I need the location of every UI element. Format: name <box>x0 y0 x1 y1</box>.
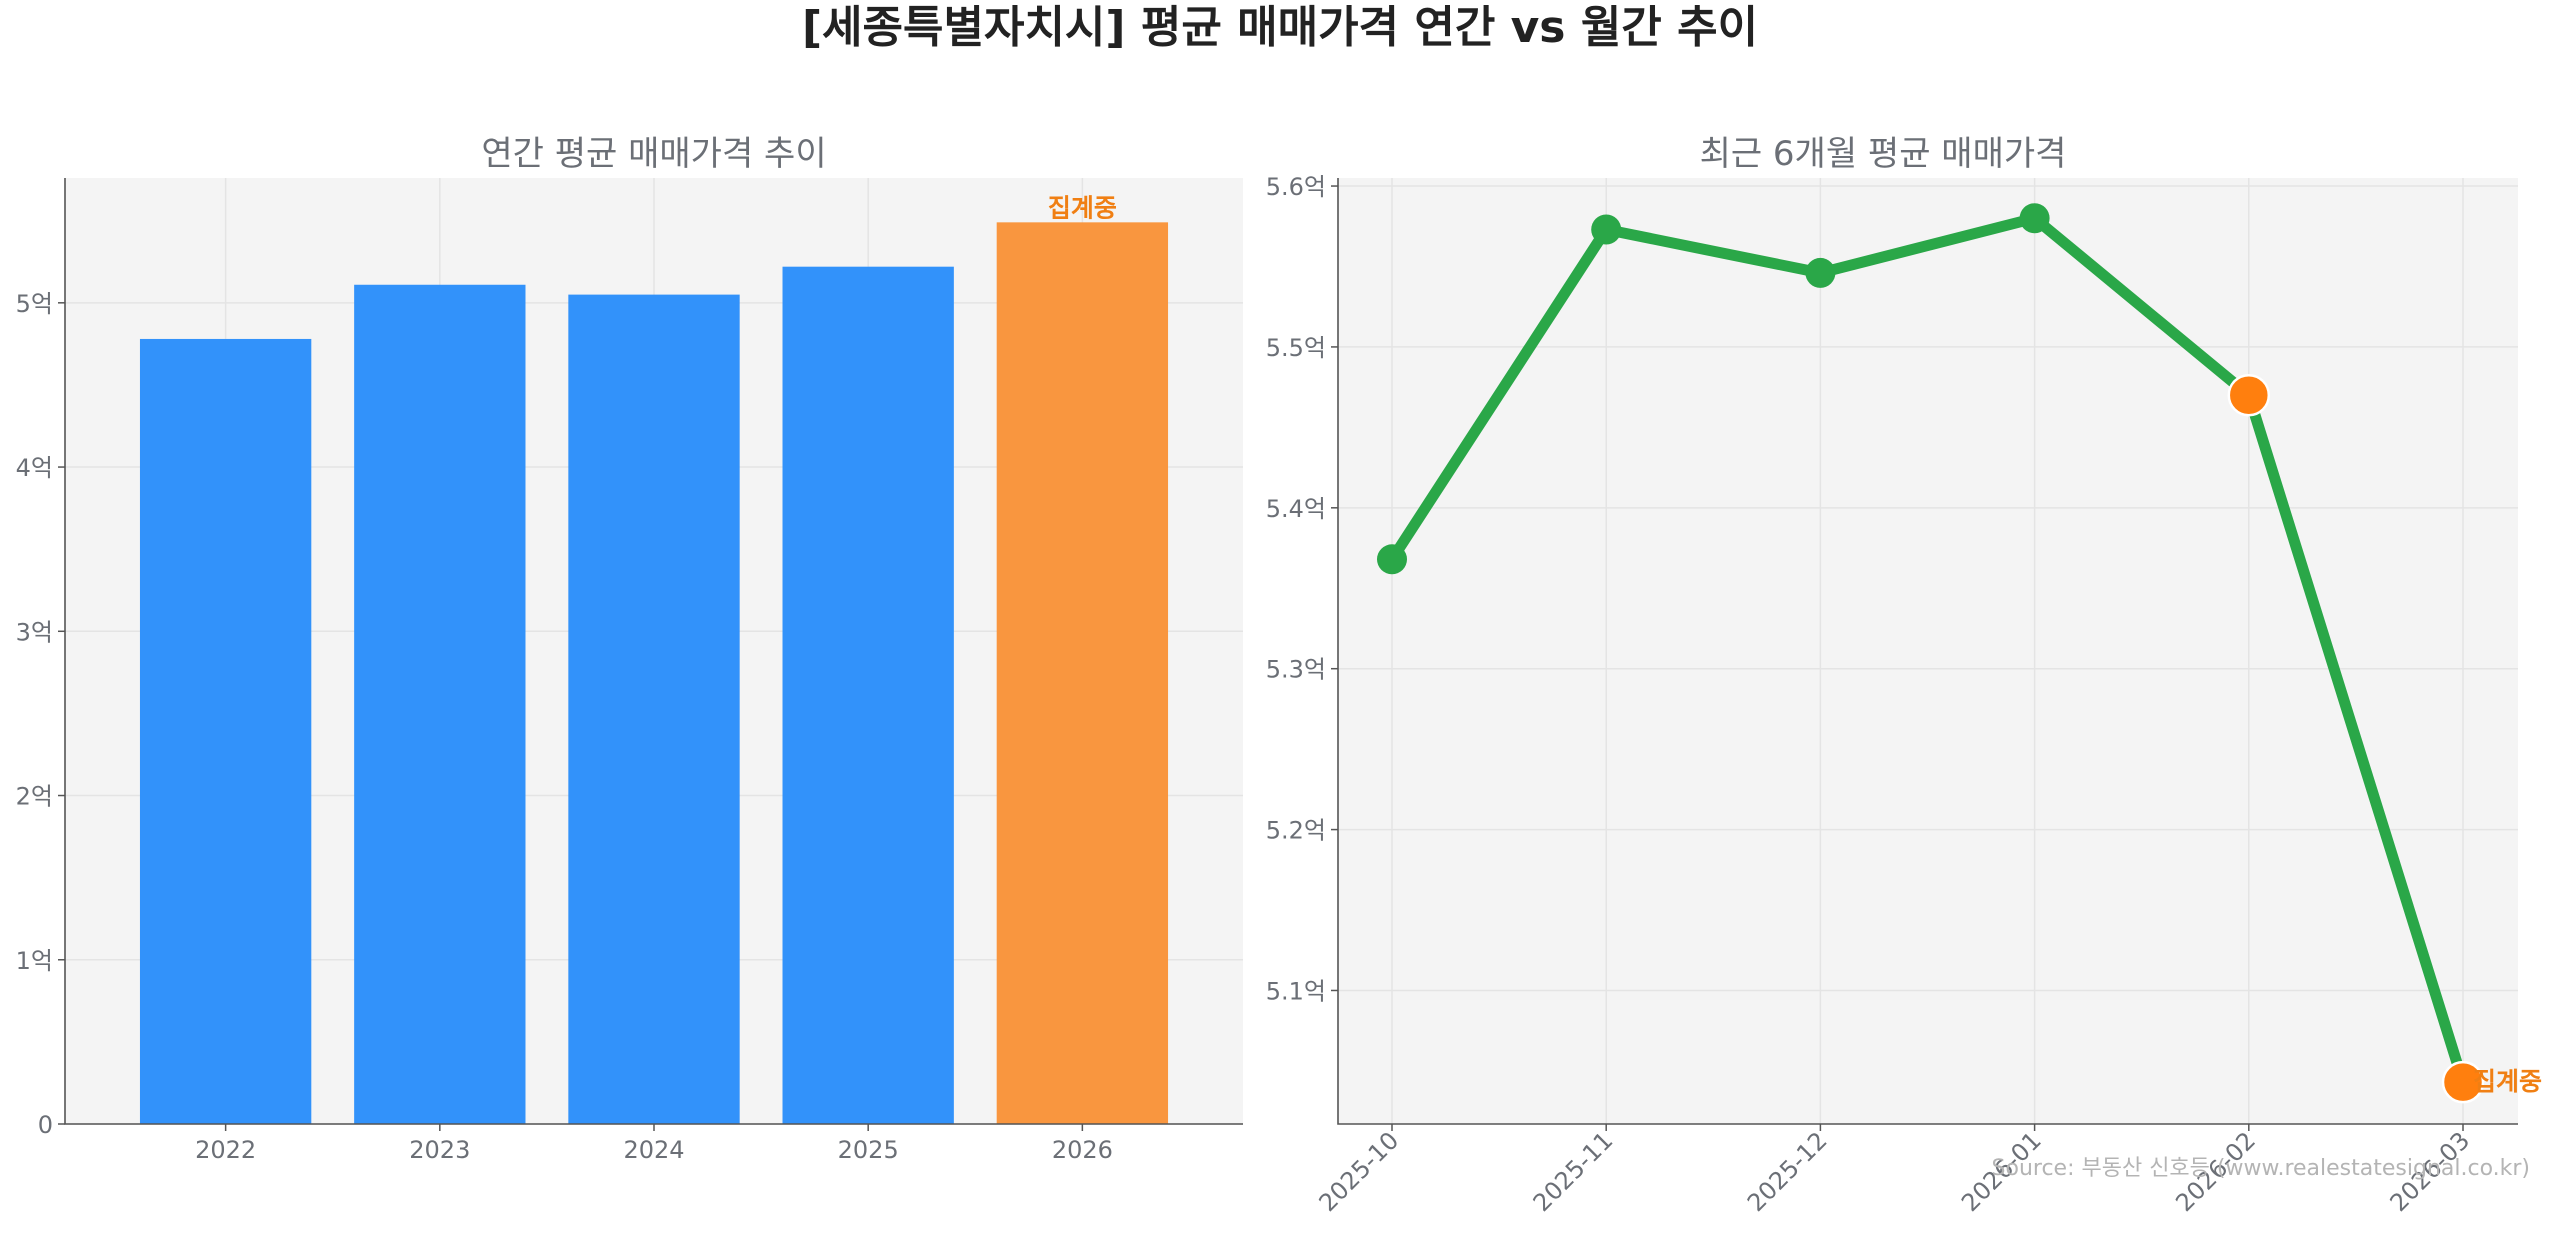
annual-y-tick-label: 4억 <box>16 454 53 482</box>
monthly-plot-area <box>1338 178 2518 1124</box>
monthly-point-2025-11 <box>1591 214 1622 245</box>
annual-x-tick-label: 2023 <box>409 1136 470 1164</box>
monthly-chart-title: 최근 6개월 평균 매매가격 <box>1700 134 2067 174</box>
annual-bar-2023 <box>354 284 526 1124</box>
monthly-y-tick-label: 5.5억 <box>1266 334 1326 362</box>
annual-y-tick-label: 0 <box>38 1111 53 1139</box>
annual-x-tick-label: 2025 <box>838 1136 899 1164</box>
monthly-y-tick-label: 5.6억 <box>1266 173 1326 201</box>
annual-y-tick-label: 1억 <box>16 947 53 975</box>
annual-bar-chart: 연간 평균 매매가격 추이 0 1억 2억 3억 4억 5억 2022 2023 2024 20… <box>16 134 1243 1164</box>
annual-bar-2025 <box>782 266 954 1124</box>
monthly-point-2026-01 <box>2019 203 2050 234</box>
monthly-point-2025-12 <box>1805 257 1836 288</box>
source-credit: Source: 부동산 신호등 (www.realestatesignal.co… <box>1992 1156 2530 1181</box>
monthly-y-tick-label: 5.4억 <box>1266 495 1326 523</box>
annual-y-tick-label: 3억 <box>16 618 53 646</box>
figure-title: [세종특별자치시] 평균 매매가격 연간 vs 월간 추이 <box>802 2 1758 53</box>
annual-bar-2026 <box>996 222 1169 1124</box>
annual-y-tick-label: 2억 <box>16 783 53 811</box>
monthly-axis-spines <box>1337 178 2518 1125</box>
monthly-point-2026-02 <box>2227 373 2271 417</box>
monthly-x-tick-label: 2025-10 <box>1314 1126 1405 1217</box>
monthly-y-tick-label: 5.2억 <box>1266 817 1326 845</box>
annual-bar-2024 <box>568 294 740 1124</box>
annual-chart-title: 연간 평균 매매가격 추이 <box>481 134 826 174</box>
monthly-y-tick-label: 5.3억 <box>1266 656 1326 684</box>
annual-bar-2022 <box>139 338 312 1124</box>
annual-y-tick-label: 5억 <box>16 290 53 318</box>
annual-axis-spines <box>64 178 1243 1125</box>
annual-x-tick-label: 2026 <box>1052 1136 1113 1164</box>
monthly-x-tick-label: 2025-11 <box>1528 1126 1619 1217</box>
monthly-line-chart: 최근 6개월 평균 매매가격 5.1억5.2억5.3억5.4억5.5억5.6억 … <box>1266 134 2542 1217</box>
monthly-price-line <box>1386 212 2469 1088</box>
monthly-point-2025-10 <box>1377 544 1407 575</box>
monthly-y-tick-label: 5.1억 <box>1266 977 1326 1005</box>
monthly-x-tick-label: 2025-12 <box>1742 1126 1833 1217</box>
annual-x-tick-label: 2024 <box>623 1136 684 1164</box>
monthly-point-2026-03 <box>2441 1060 2485 1104</box>
annual-in-progress-label: 집계중 <box>1048 193 1117 222</box>
monthly-in-progress-label: 집계중 <box>2473 1067 2542 1096</box>
annual-x-tick-label: 2022 <box>195 1136 256 1164</box>
